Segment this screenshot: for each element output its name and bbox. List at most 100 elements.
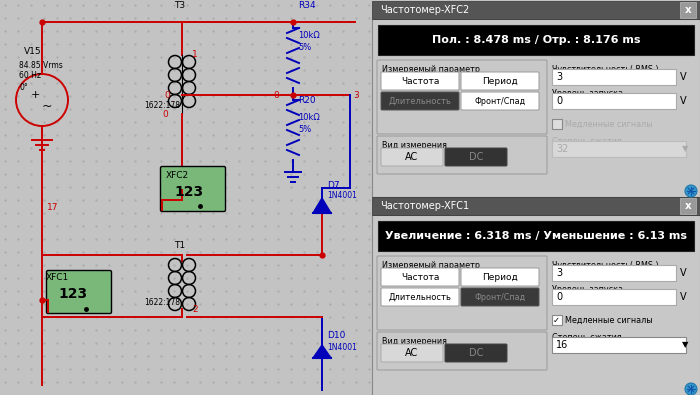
Text: Увеличение : 6.318 ms / Уменьшение : 6.13 ms: Увеличение : 6.318 ms / Уменьшение : 6.1… <box>385 231 687 241</box>
FancyBboxPatch shape <box>461 268 539 286</box>
Text: T1: T1 <box>174 241 185 250</box>
Text: Уровень запуска: Уровень запуска <box>552 284 623 293</box>
Text: R20: R20 <box>298 96 316 105</box>
Text: Медленные сигналы: Медленные сигналы <box>565 120 652 128</box>
Text: 10kΩ: 10kΩ <box>298 31 320 40</box>
FancyBboxPatch shape <box>445 344 507 362</box>
FancyBboxPatch shape <box>377 60 547 134</box>
Text: 1622:178: 1622:178 <box>144 298 180 307</box>
Text: 3: 3 <box>556 72 562 82</box>
Text: V: V <box>680 292 687 302</box>
Text: Вид измерения: Вид измерения <box>382 337 447 346</box>
Text: x: x <box>685 201 692 211</box>
Bar <box>552 289 676 305</box>
Text: 5%: 5% <box>298 43 312 52</box>
Circle shape <box>685 185 697 197</box>
FancyBboxPatch shape <box>160 167 225 211</box>
Bar <box>552 141 686 157</box>
Text: Частота: Частота <box>401 77 439 85</box>
FancyBboxPatch shape <box>445 148 507 166</box>
Text: V15: V15 <box>24 47 41 56</box>
Text: Медленные сигналы: Медленные сигналы <box>565 316 652 325</box>
FancyBboxPatch shape <box>381 92 459 110</box>
Text: 3: 3 <box>556 268 562 278</box>
Bar <box>680 2 696 18</box>
FancyBboxPatch shape <box>377 256 547 330</box>
Text: ▼: ▼ <box>682 145 689 154</box>
Polygon shape <box>313 345 331 358</box>
Text: 0°: 0° <box>19 83 28 92</box>
Bar <box>552 315 562 325</box>
FancyBboxPatch shape <box>377 136 547 174</box>
Text: Частотомер-XFC2: Частотомер-XFC2 <box>380 5 469 15</box>
Bar <box>372 215 700 395</box>
Text: Чувствительность( RMS ): Чувствительность( RMS ) <box>552 64 659 73</box>
Text: Длительность: Длительность <box>389 293 452 301</box>
Bar <box>372 1 700 19</box>
Text: DC: DC <box>469 348 483 358</box>
Text: Уровень запуска: Уровень запуска <box>552 88 623 98</box>
Bar <box>680 198 696 214</box>
Bar <box>378 221 694 251</box>
FancyBboxPatch shape <box>381 72 459 90</box>
Text: V: V <box>680 72 687 82</box>
Bar <box>378 25 694 55</box>
Text: 123: 123 <box>58 287 87 301</box>
Text: 17: 17 <box>47 203 59 212</box>
Text: 84.85 Vrms: 84.85 Vrms <box>19 60 63 70</box>
Text: 0: 0 <box>556 96 562 106</box>
FancyBboxPatch shape <box>461 288 539 306</box>
Text: 32: 32 <box>556 144 568 154</box>
Polygon shape <box>313 198 331 213</box>
Text: DC: DC <box>469 152 483 162</box>
Text: 60 Hz: 60 Hz <box>19 71 41 81</box>
Text: 10kΩ: 10kΩ <box>298 113 320 122</box>
Text: Период: Период <box>482 77 518 85</box>
Text: Чувствительность( RMS ): Чувствительность( RMS ) <box>552 260 659 269</box>
Text: ✓: ✓ <box>553 316 560 325</box>
Bar <box>372 197 700 215</box>
Text: +: + <box>30 90 40 100</box>
FancyBboxPatch shape <box>461 92 539 110</box>
Text: Измеряемый параметр: Измеряемый параметр <box>382 261 480 271</box>
Text: 1: 1 <box>192 50 197 59</box>
Bar <box>552 337 686 353</box>
Text: AC: AC <box>405 152 419 162</box>
Text: Пол. : 8.478 ms / Отр. : 8.176 ms: Пол. : 8.478 ms / Отр. : 8.176 ms <box>432 35 640 45</box>
FancyBboxPatch shape <box>461 72 539 90</box>
Text: 5%: 5% <box>298 125 312 134</box>
Text: 16: 16 <box>556 340 568 350</box>
Text: Фронт/Спад: Фронт/Спад <box>475 96 526 105</box>
Text: 1622:178: 1622:178 <box>144 101 180 110</box>
Text: D10: D10 <box>327 331 345 340</box>
Text: 0: 0 <box>162 110 168 119</box>
Bar <box>552 93 676 109</box>
Bar <box>552 69 676 85</box>
Circle shape <box>685 383 697 395</box>
Text: 123: 123 <box>174 185 203 199</box>
Text: Частотомер-XFC1: Частотомер-XFC1 <box>380 201 469 211</box>
FancyBboxPatch shape <box>381 288 459 306</box>
Text: XFC1: XFC1 <box>46 273 69 282</box>
Bar <box>372 19 700 197</box>
Text: Измеряемый параметр: Измеряемый параметр <box>382 66 480 75</box>
FancyBboxPatch shape <box>381 268 459 286</box>
Bar <box>552 119 562 129</box>
Text: 3: 3 <box>353 91 358 100</box>
Text: T3: T3 <box>174 1 185 10</box>
Text: Степень сжатия: Степень сжатия <box>552 333 622 342</box>
Text: 1N4001: 1N4001 <box>327 343 357 352</box>
Text: 1N4001: 1N4001 <box>327 191 357 200</box>
Text: x: x <box>685 5 692 15</box>
Text: Фронт/Спад: Фронт/Спад <box>475 293 526 301</box>
Text: V: V <box>680 268 687 278</box>
Text: ▼: ▼ <box>682 340 689 350</box>
Text: Вид измерения: Вид измерения <box>382 141 447 150</box>
Text: XFC2: XFC2 <box>166 171 189 180</box>
Text: 2: 2 <box>192 305 197 314</box>
Bar <box>552 265 676 281</box>
Text: Степень сжатия: Степень сжатия <box>552 137 622 145</box>
Text: R34: R34 <box>298 1 316 10</box>
FancyBboxPatch shape <box>377 332 547 370</box>
FancyBboxPatch shape <box>381 148 443 166</box>
